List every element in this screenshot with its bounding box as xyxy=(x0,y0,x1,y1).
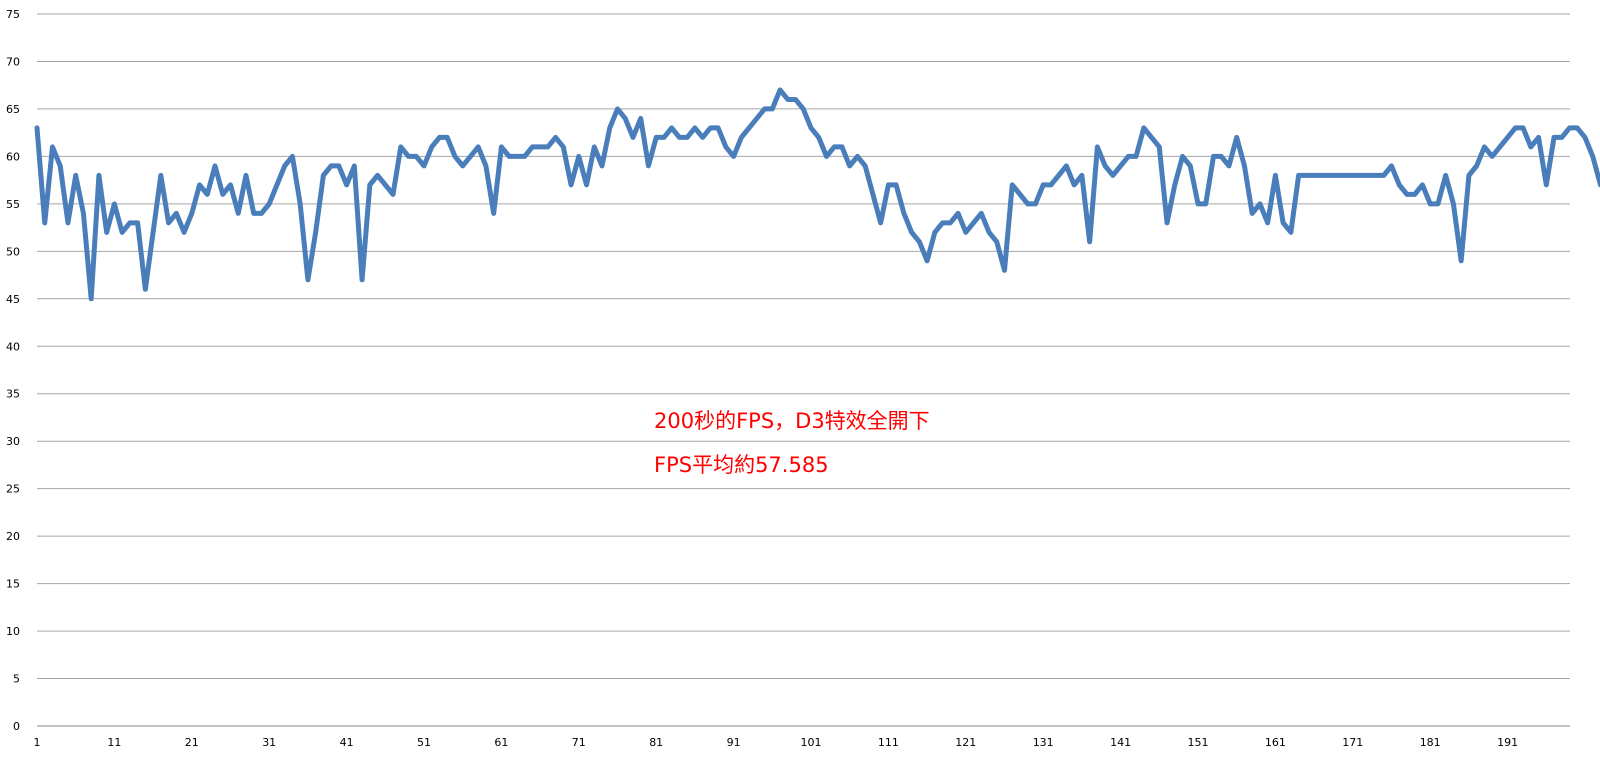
annotation-average: FPS平均約57.585 xyxy=(654,453,829,477)
y-tick-label: 70 xyxy=(6,55,20,68)
y-axis-ticks: 0 5 10 15 20 25 30 35 40 45 50 55 60 65 70 75 xyxy=(6,8,20,733)
y-tick-label: 5 xyxy=(13,673,20,686)
y-tick-label: 20 xyxy=(6,530,20,543)
x-tick-label: 21 xyxy=(185,736,199,749)
x-tick-label: 151 xyxy=(1188,736,1209,749)
x-tick-label: 171 xyxy=(1342,736,1363,749)
y-tick-label: 30 xyxy=(6,435,20,448)
x-tick-label: 1 xyxy=(34,736,41,749)
x-tick-label: 141 xyxy=(1110,736,1131,749)
series-lines xyxy=(34,87,1600,302)
x-tick-label: 111 xyxy=(878,736,899,749)
x-tick-label: 11 xyxy=(107,736,121,749)
x-tick-label: 181 xyxy=(1420,736,1441,749)
x-tick-label: 121 xyxy=(955,736,976,749)
x-tick-label: 101 xyxy=(801,736,822,749)
x-tick-label: 31 xyxy=(262,736,276,749)
annotation-title: 200秒的FPS，D3特效全開下 xyxy=(654,409,930,433)
gridlines xyxy=(37,13,1570,727)
y-tick-label: 60 xyxy=(6,150,20,163)
x-tick-label: 131 xyxy=(1033,736,1054,749)
x-tick-label: 51 xyxy=(417,736,431,749)
x-tick-label: 191 xyxy=(1497,736,1518,749)
x-tick-label: 71 xyxy=(572,736,586,749)
x-tick-label: 41 xyxy=(340,736,354,749)
x-tick-label: 91 xyxy=(727,736,741,749)
y-tick-label: 55 xyxy=(6,198,20,211)
y-tick-label: 75 xyxy=(6,8,20,21)
y-tick-label: 35 xyxy=(6,388,20,401)
y-tick-label: 45 xyxy=(6,293,20,306)
x-axis-ticks: 1 11 21 31 41 51 61 71 81 91 101 111 121 131 141 151 161… xyxy=(34,736,1519,749)
y-tick-label: 0 xyxy=(13,720,20,733)
y-tick-label: 25 xyxy=(6,483,20,496)
fps-series-line xyxy=(34,87,1600,302)
x-tick-label: 81 xyxy=(649,736,663,749)
x-tick-label: 61 xyxy=(494,736,508,749)
y-tick-label: 15 xyxy=(6,578,20,591)
y-tick-label: 65 xyxy=(6,103,20,116)
x-tick-label: 161 xyxy=(1265,736,1286,749)
y-tick-label: 50 xyxy=(6,245,20,258)
y-tick-label: 40 xyxy=(6,340,20,353)
y-tick-label: 10 xyxy=(6,625,20,638)
